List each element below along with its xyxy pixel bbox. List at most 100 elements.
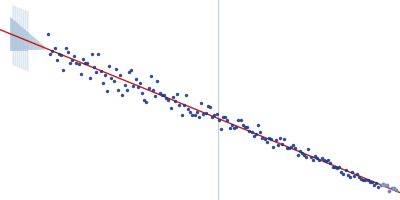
Point (244, 126, 250, 129)
Point (360, 179, 366, 182)
Point (183, 94, 189, 97)
Point (211, 114, 218, 117)
Point (62, 46, 69, 49)
Point (174, 93, 180, 96)
Point (108, 77, 115, 80)
Point (323, 160, 329, 163)
Point (272, 138, 279, 142)
Point (76, 62, 82, 65)
Point (347, 175, 353, 179)
Point (356, 175, 362, 179)
Point (375, 186, 382, 189)
Point (312, 154, 318, 158)
Point (342, 169, 349, 172)
Point (391, 187, 397, 190)
Point (159, 93, 165, 96)
Point (146, 86, 152, 89)
Point (115, 88, 121, 92)
Point (86, 77, 93, 80)
Point (73, 61, 80, 65)
Point (187, 111, 194, 114)
Point (275, 143, 281, 147)
Point (283, 147, 290, 150)
Point (373, 181, 380, 185)
Point (113, 67, 119, 70)
Point (266, 136, 272, 139)
Point (45, 33, 51, 36)
Point (198, 102, 204, 105)
Point (156, 92, 163, 95)
Point (380, 183, 386, 186)
Point (292, 146, 298, 149)
Point (213, 112, 220, 116)
Point (362, 178, 368, 181)
Point (351, 174, 358, 177)
Point (97, 69, 104, 73)
Point (192, 113, 198, 117)
Point (56, 52, 62, 55)
Point (369, 180, 375, 183)
Point (240, 124, 246, 127)
Point (150, 89, 156, 92)
Point (143, 100, 150, 103)
Point (119, 93, 126, 96)
Point (235, 119, 242, 122)
Point (100, 81, 106, 84)
Point (299, 151, 305, 154)
Point (69, 59, 75, 62)
Point (384, 183, 390, 186)
Point (229, 123, 235, 127)
Point (393, 188, 399, 191)
Point (248, 131, 255, 134)
Point (104, 89, 110, 92)
Point (51, 47, 58, 50)
Point (242, 125, 248, 128)
Point (288, 145, 294, 149)
Point (382, 183, 388, 186)
Point (58, 53, 64, 56)
Point (286, 147, 292, 150)
Point (132, 77, 139, 81)
Point (388, 186, 395, 190)
Point (250, 134, 257, 138)
Point (338, 170, 344, 173)
Point (332, 165, 338, 169)
Point (393, 188, 399, 191)
Point (124, 88, 130, 92)
Point (224, 119, 231, 122)
Point (54, 58, 60, 61)
Point (91, 65, 97, 68)
Point (222, 115, 228, 118)
Point (255, 123, 261, 126)
Point (345, 173, 351, 176)
Point (386, 189, 393, 192)
Point (320, 158, 327, 162)
Point (384, 183, 390, 186)
Point (110, 80, 117, 83)
Point (301, 153, 307, 157)
Point (334, 167, 340, 170)
Point (202, 111, 209, 114)
Point (305, 148, 312, 151)
Point (209, 116, 215, 119)
Point (380, 183, 386, 186)
Point (88, 52, 95, 55)
Point (204, 105, 211, 108)
Point (386, 189, 393, 192)
Point (117, 73, 124, 76)
Point (336, 166, 342, 169)
Point (82, 62, 88, 65)
Point (60, 69, 66, 72)
Point (67, 62, 73, 65)
Point (141, 99, 148, 102)
Point (178, 114, 185, 117)
Point (49, 49, 56, 52)
Point (325, 159, 331, 162)
Point (122, 84, 128, 87)
Point (316, 158, 322, 162)
Point (194, 110, 200, 113)
Point (47, 53, 53, 56)
Point (327, 162, 334, 165)
Point (130, 85, 136, 88)
Point (64, 51, 71, 54)
